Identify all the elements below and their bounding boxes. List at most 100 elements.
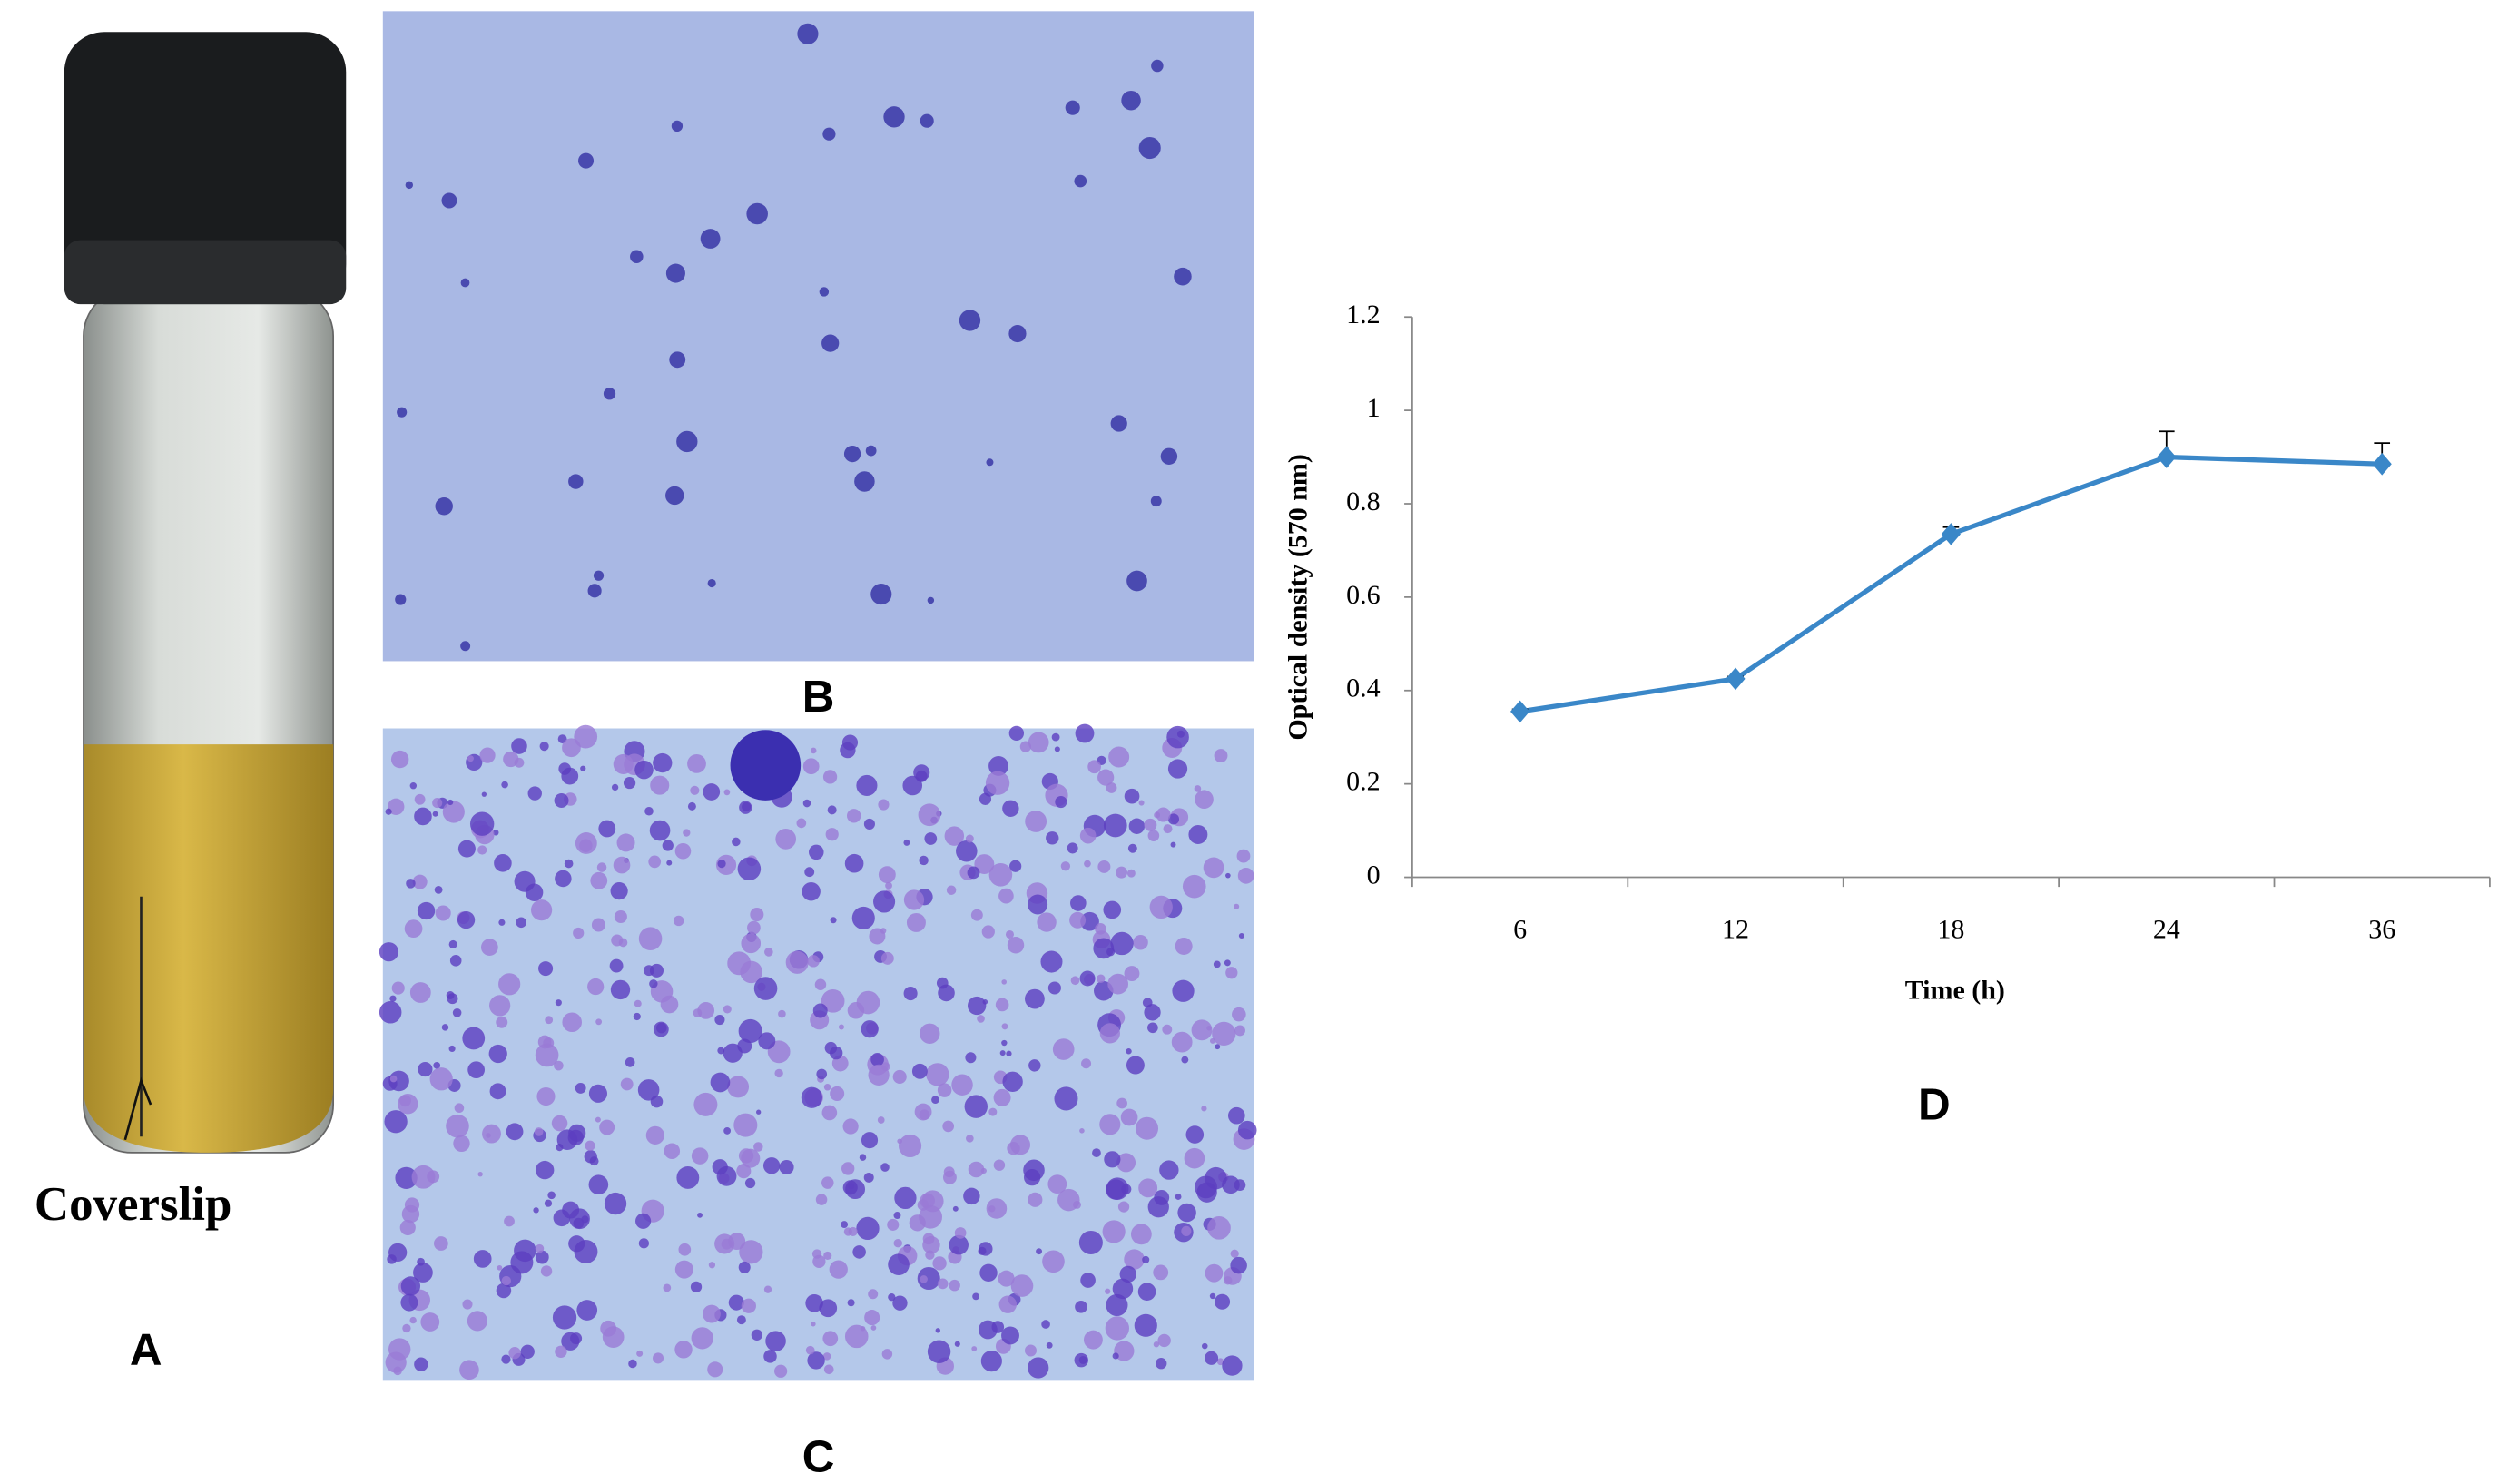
stain-spot (881, 1349, 893, 1360)
stain-spot (1124, 966, 1140, 982)
stain-spot (1194, 785, 1202, 792)
stain-spot (676, 430, 698, 453)
stain-spot (603, 388, 616, 400)
stain-spot (842, 1180, 858, 1195)
stain-spot (1201, 1106, 1207, 1112)
stain-spot (993, 1088, 1011, 1106)
stain-spot (1078, 1355, 1087, 1364)
stain-spot (660, 995, 679, 1014)
stain-spot (1126, 869, 1136, 878)
stain-spot (844, 853, 864, 873)
stain-spot (663, 1283, 672, 1292)
stain-spot (821, 1105, 838, 1121)
stain-spot (1174, 267, 1192, 286)
stain-spot (802, 758, 820, 775)
stain-spot (462, 1299, 473, 1310)
stain-spot (919, 1204, 942, 1229)
stain-spot (822, 1331, 839, 1347)
stain-spot (797, 23, 819, 44)
stain-spot (1157, 1333, 1171, 1348)
stain-spot (650, 1095, 664, 1108)
stain-spot (1097, 860, 1111, 873)
stain-spot (1106, 1293, 1128, 1316)
stain-spot (674, 1260, 693, 1279)
stain-spot (1008, 324, 1027, 343)
stain-spot (429, 1067, 453, 1091)
stain-spot (674, 842, 692, 860)
stain-spot (540, 1265, 553, 1277)
stain-spot (645, 1125, 664, 1145)
stain-spot (856, 774, 878, 796)
stain-spot (1099, 1114, 1121, 1135)
stain-spot (389, 1075, 398, 1083)
stain-spot (387, 1254, 397, 1264)
stain-spot (802, 881, 821, 901)
stain-spot (441, 192, 457, 209)
stain-spot (555, 999, 562, 1007)
stain-spot (863, 1172, 874, 1183)
stain-spot (1110, 931, 1134, 956)
stain-spot (501, 781, 508, 789)
stain-spot (966, 1135, 974, 1143)
x-tick-label: 12 (1722, 914, 1749, 944)
stain-spot (821, 1176, 834, 1189)
stain-spot (1150, 496, 1162, 507)
stain-spot (434, 1236, 448, 1251)
stain-spot (1202, 1342, 1208, 1350)
stain-spot (593, 570, 605, 581)
stain-spot (1112, 1352, 1119, 1360)
stain-spot (885, 881, 892, 889)
stain-spot (1156, 807, 1171, 822)
stain-spot (1025, 988, 1045, 1009)
x-tick-label: 6 (1513, 914, 1527, 944)
stain-spot (1078, 1230, 1103, 1254)
stain-spot (816, 1068, 828, 1080)
stain-spot (988, 862, 1013, 887)
stain-spot (919, 855, 929, 866)
stain-spot (856, 990, 880, 1015)
stain-spot (762, 1157, 781, 1174)
stain-spot (986, 1198, 1008, 1219)
stain-spot (554, 793, 569, 808)
stain-spot (1175, 937, 1193, 956)
stain-spot (539, 742, 549, 752)
stain-spot (501, 1275, 512, 1286)
stain-spot (389, 995, 397, 1002)
stain-spot (737, 1038, 752, 1054)
y-tick-label: 1.2 (1346, 300, 1380, 329)
stain-spot (811, 1322, 816, 1327)
stain-spot (844, 1324, 869, 1349)
stain-spot (489, 1083, 506, 1100)
stain-spot (977, 1015, 985, 1023)
stain-spot (841, 1221, 849, 1228)
stain-spot (1081, 1058, 1092, 1069)
stain-spot (634, 760, 654, 780)
stain-spot (956, 840, 978, 862)
stain-spot (1112, 1278, 1134, 1300)
y-tick-label: 1 (1367, 393, 1381, 423)
stain-spot (508, 1346, 521, 1360)
stain-spot (707, 1361, 723, 1378)
stain-spot (1083, 1330, 1103, 1350)
stain-spot (448, 939, 457, 948)
stain-spot (650, 775, 670, 795)
stain-spot (414, 807, 432, 826)
stain-spot (536, 1086, 556, 1106)
stain-spot (649, 963, 664, 978)
stain-spot (664, 1143, 681, 1159)
stain-spot (1104, 1151, 1121, 1168)
marker (1941, 523, 1961, 545)
stain-spot (1185, 1125, 1205, 1144)
stain-spot (636, 1350, 644, 1357)
stain-spot (963, 1187, 980, 1205)
stain-spot (1002, 800, 1019, 817)
stain-spot (1196, 1182, 1217, 1203)
stain-spot (1144, 818, 1157, 831)
stain-spot (1042, 1250, 1065, 1273)
stain-spot (888, 1293, 896, 1302)
stain-spot (1097, 769, 1115, 786)
stain-spot (863, 818, 875, 830)
stain-spot (1153, 1264, 1169, 1281)
stain-spot (978, 1320, 998, 1340)
stain-spot (1041, 1320, 1050, 1329)
